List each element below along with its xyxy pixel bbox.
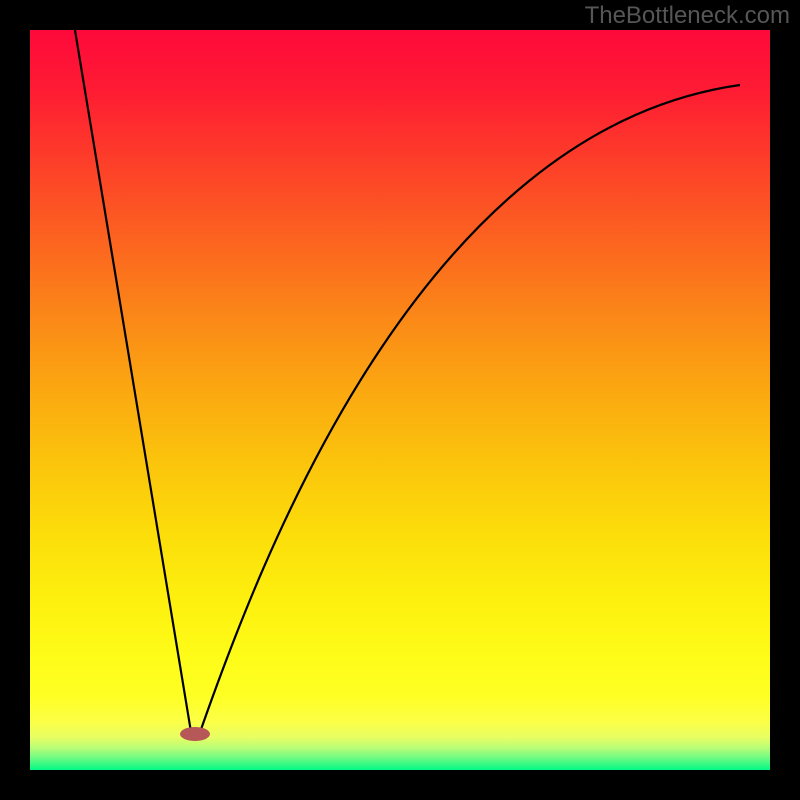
chart-container: TheBottleneck.com	[0, 0, 800, 800]
watermark-text: TheBottleneck.com	[585, 2, 790, 30]
optimal-point-marker	[180, 727, 210, 741]
bottleneck-chart	[0, 0, 800, 800]
